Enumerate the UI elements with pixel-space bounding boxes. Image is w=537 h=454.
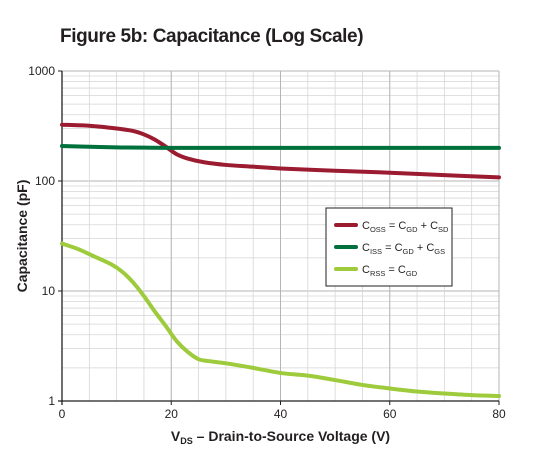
x-tick-label: 60 <box>383 407 397 421</box>
x-tick-label: 0 <box>59 407 66 421</box>
x-axis-label: VDS – Drain-to-Source Voltage (V) <box>171 428 390 446</box>
legend-label-ciss: CISS = CGD + CGS <box>362 242 445 256</box>
series-line-coss <box>60 122 501 180</box>
y-tick-label: 1 <box>48 394 55 408</box>
x-tick-label: 80 <box>492 407 506 421</box>
legend-label-crss: CRSS = CGD <box>362 264 418 278</box>
x-tick-label: 20 <box>165 407 179 421</box>
series-line-ciss <box>60 144 501 150</box>
chart-title: Figure 5b: Capacitance (Log Scale) <box>60 26 364 47</box>
tick-labels: 1 10 100 1000 0 20 40 60 80 <box>28 64 506 421</box>
legend: COSS = CGD + CSD CISS = CGD + CGS CRSS = C… <box>325 207 453 287</box>
y-tick-label: 100 <box>35 174 55 188</box>
y-axis-label: Capacitance (pF) <box>14 180 30 293</box>
x-tick-label: 40 <box>274 407 288 421</box>
axis-labels: VDS – Drain-to-Source Voltage (V) Capacit… <box>14 180 390 446</box>
series-line-crss <box>60 241 501 399</box>
y-tick-label: 10 <box>42 284 56 298</box>
series-lines <box>60 122 501 399</box>
legend-label-coss: COSS = CGD + CSD <box>362 220 449 234</box>
y-tick-label: 1000 <box>28 64 55 78</box>
